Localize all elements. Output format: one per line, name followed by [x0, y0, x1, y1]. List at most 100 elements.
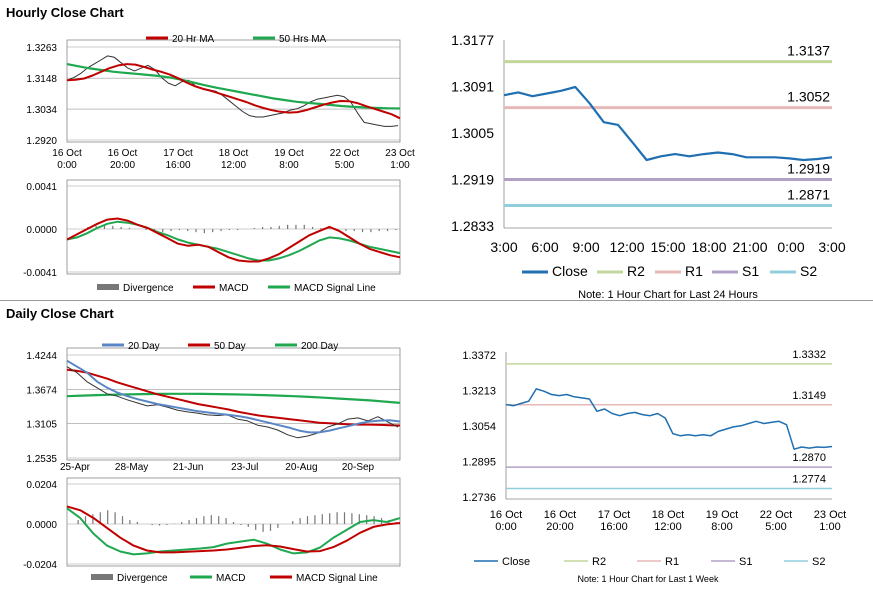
hourly-macd-legend-label: MACD Signal Line	[294, 283, 376, 294]
daily-pivot-ytick-label: 1.2736	[462, 492, 496, 504]
hourly-macd-ytick-label: 0.0041	[26, 182, 57, 193]
hourly-pivot-xtick-label: 3:00	[490, 239, 517, 255]
daily-price-xtick-label: 21-Jun	[173, 462, 204, 473]
daily-pivot-note: Note: 1 Hour Chart for Last 1 Week	[578, 574, 719, 584]
hourly-macd-signal-series	[66, 220, 401, 262]
daily-price-ytick-label: 1.2535	[26, 454, 57, 465]
hourly-price-ytick-label: 1.2920	[26, 136, 57, 147]
daily-pivot-xtick-label: 0:00	[495, 521, 516, 533]
daily-price-ytick-label: 1.3105	[26, 420, 57, 431]
hourly-pivot-legend-label: S2	[800, 263, 817, 279]
daily-macd-signal-series	[66, 505, 401, 554]
hourly-price-ytick-label: 1.3148	[26, 74, 57, 85]
daily-pivot-level-label: 1.3149	[792, 390, 826, 402]
daily-pivot-xtick-label: 22 Oct	[760, 509, 792, 521]
daily-price-frame	[66, 347, 401, 461]
daily-macd-ytick-label: 0.0000	[26, 520, 57, 531]
daily-macd-ytick-label: 0.0204	[26, 480, 57, 491]
hourly-price-ytick-label: 1.3034	[26, 105, 57, 116]
daily-pivot-xtick-label: 20:00	[546, 521, 574, 533]
hourly-macd-legend-label: Divergence	[123, 283, 174, 294]
daily-pivot-ytick-label: 1.2895	[462, 457, 496, 469]
hourly-macd-ytick-label: 0.0000	[26, 225, 57, 236]
hourly-pivot-legend-label: S1	[742, 263, 759, 279]
hourly-price-series	[66, 55, 399, 127]
daily-pivot-legend-label: R1	[665, 556, 679, 568]
hourly-price-xtick-label: 5:00	[335, 160, 355, 171]
daily-macd-legend-label: MACD Signal Line	[296, 573, 378, 584]
daily-pivot-xtick-label: 19 Oct	[706, 509, 738, 521]
hourly-price-xtick-label: 8:00	[279, 160, 299, 171]
hourly-price-xtick-label: 19 Oct	[274, 148, 304, 159]
daily-pivot-legend-label: S1	[739, 556, 752, 568]
daily-price-ytick-label: 1.3674	[26, 385, 57, 396]
hourly-section-title: Hourly Close Chart	[6, 5, 124, 20]
daily-pivot-level-label: 1.2870	[792, 452, 826, 464]
daily-pivot-xtick-label: 17 Oct	[598, 509, 630, 521]
daily-macd-series	[66, 507, 401, 556]
daily-price-xtick-label: 28-May	[115, 462, 148, 473]
hourly-pivot-xtick-label: 18:00	[691, 239, 726, 255]
daily-pivot-legend-label: Close	[502, 556, 530, 568]
hourly-pivot-level-label: 1.2919	[787, 161, 830, 177]
hourly-price-xtick-label: 16 Oct	[108, 148, 138, 159]
hourly-price-frame	[66, 39, 401, 143]
daily-200-day-series	[66, 392, 401, 404]
hourly-pivot-xtick-label: 15:00	[650, 239, 685, 255]
hourly-price-xtick-label: 20:00	[110, 160, 135, 171]
daily-price-legend-label: 20 Day	[128, 341, 160, 352]
hourly-pivot-ytick-label: 1.3177	[451, 32, 494, 48]
hourly-pivot-legend-label: Close	[552, 263, 588, 279]
hourly-pivot-xtick-label: 12:00	[609, 239, 644, 255]
hourly-pivot-level-label: 1.2871	[787, 186, 830, 202]
daily-pivot-xtick-label: 8:00	[711, 521, 732, 533]
daily-pivot-xtick-label: 12:00	[654, 521, 682, 533]
daily-pivot-ytick-label: 1.3372	[462, 350, 496, 362]
daily-pivot-legend-label: S2	[812, 556, 825, 568]
daily-price-ytick-label: 1.4244	[26, 351, 57, 362]
daily-pivot-close-series	[505, 388, 833, 450]
daily-macd-legend-label: MACD	[216, 573, 245, 584]
hourly-pivot-xtick-label: 21:00	[732, 239, 767, 255]
hourly-20hr-ma-series	[66, 63, 401, 120]
hourly-price-xtick-label: 17 Oct	[163, 148, 193, 159]
daily-price-xtick-label: 20-Aug	[285, 462, 317, 473]
hourly-pivot-legend-label: R2	[627, 263, 645, 279]
hourly-price-xtick-label: 12:00	[221, 160, 246, 171]
hourly-macd-legend-label: MACD	[219, 283, 248, 294]
hourly-pivot-ytick-label: 1.3091	[451, 79, 494, 95]
daily-price-xtick-label: 20-Sep	[342, 462, 375, 473]
daily-price-xtick-label: 23-Jul	[231, 462, 258, 473]
daily-50-day-series	[66, 368, 401, 427]
hourly-pivot-xtick-label: 9:00	[572, 239, 599, 255]
daily-pivot-xtick-label: 18 Oct	[652, 509, 684, 521]
daily-price-legend-label: 200 Day	[301, 341, 338, 352]
daily-pivot-xtick-label: 16 Oct	[544, 509, 576, 521]
daily-price-legend-label: 50 Day	[214, 341, 246, 352]
daily-pivot-level-label: 1.3332	[792, 349, 826, 361]
hourly-pivot-note: Note: 1 Hour Chart for Last 24 Hours	[578, 289, 758, 301]
daily-pivot-xtick-label: 5:00	[765, 521, 786, 533]
section-divider	[0, 300, 873, 301]
hourly-price-legend-label: 20 Hr MA	[172, 34, 215, 45]
daily-pivot-level-label: 1.2774	[792, 474, 826, 486]
hourly-price-xtick-label: 22 Oct	[330, 148, 360, 159]
hourly-price-xtick-label: 1:00	[390, 160, 410, 171]
hourly-price-xtick-label: 16 Oct	[52, 148, 82, 159]
daily-pivot-ytick-label: 1.3054	[462, 421, 496, 433]
daily-pivot-xtick-label: 16 Oct	[490, 509, 522, 521]
hourly-macd-ytick-label: -0.0041	[23, 268, 57, 279]
hourly-macd-series	[66, 217, 401, 263]
daily-macd-frame	[66, 477, 401, 567]
hourly-price-legend-label: 50 Hrs MA	[279, 34, 327, 45]
hourly-pivot-xtick-label: 3:00	[818, 239, 845, 255]
hourly-macd-frame	[66, 179, 401, 275]
hourly-price-xtick-label: 23 Oct	[385, 148, 415, 159]
daily-macd-legend-label: Divergence	[117, 573, 168, 584]
hourly-price-ytick-label: 1.3263	[26, 43, 57, 54]
daily-pivot-ytick-label: 1.3213	[462, 386, 496, 398]
daily-price-xtick-label: 25-Apr	[60, 462, 91, 473]
hourly-pivot-level-label: 1.3052	[787, 89, 830, 105]
daily-price-series	[66, 366, 399, 439]
